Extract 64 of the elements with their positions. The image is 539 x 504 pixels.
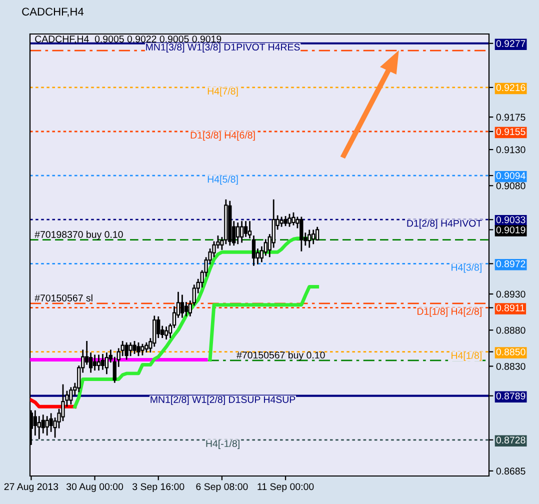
candlestick <box>288 214 292 227</box>
candlestick <box>128 342 132 356</box>
ref-line-label: H4[5/8] <box>208 176 238 185</box>
ref-line-label: H4[-1/8] <box>206 440 240 449</box>
x-tick-label: 3 Sep 16:00 <box>132 483 184 492</box>
y-tick-label: 0.8789 <box>496 392 526 400</box>
x-tick-label: 11 Sep 00:00 <box>258 483 314 492</box>
candlestick <box>236 222 240 244</box>
chart-title: CADCHF,H4 <box>22 8 84 17</box>
ref-line-label: H4[1/8] <box>452 352 482 361</box>
y-tick-label: 0.8911 <box>496 304 524 312</box>
candlestick <box>180 294 184 318</box>
x-tick-label: 27 Aug 2013 <box>4 483 58 492</box>
candlestick <box>315 226 320 241</box>
ref-line-label: #70150567 sl <box>34 294 92 302</box>
candlestick <box>252 236 256 266</box>
ref-line-label: D1[1/8] H4[2/8] <box>418 308 482 317</box>
y-tick-label: 0.8728 <box>496 436 526 444</box>
candlestick <box>312 230 316 244</box>
y-tick-label: 0.9019 <box>496 226 526 234</box>
x-tick-label: 6 Sep 08:00 <box>196 483 248 492</box>
candlestick <box>33 410 37 436</box>
candlestick <box>100 354 105 370</box>
ref-line-label: D1[2/8] H4PIVOT <box>407 220 482 229</box>
y-tick-label: 0.9033 <box>496 216 526 224</box>
candlestick <box>136 342 140 356</box>
y-tick-label: 0.8972 <box>496 260 526 268</box>
ref-line-label: MN1[2/8] W1[2/8] D1SUP H4SUP <box>150 396 296 405</box>
candlestick <box>104 352 109 374</box>
ref-line-label: H4[7/8] <box>208 87 238 97</box>
y-tick-label: 0.9175 <box>496 114 526 121</box>
candlestick <box>96 354 101 371</box>
ref-line-label: #70198370 buy 0.10 <box>34 230 123 240</box>
y-tick-label: 0.9155 <box>496 128 526 136</box>
ref-line-label: MN1[3/8] W1[3/8] D1PIVOT H4RES <box>146 43 300 52</box>
y-tick-label: 0.9080 <box>496 182 526 190</box>
candlestick <box>69 387 73 404</box>
y-tick-label: 0.8930 <box>496 290 526 298</box>
candlestick <box>184 302 188 316</box>
y-tick-label: 0.9277 <box>496 40 526 48</box>
annotation: CADCHF,H4 0.9005 0.9022 0.9005 0.9019 <box>35 36 222 44</box>
candlestick <box>292 212 296 226</box>
y-tick-label: 0.8830 <box>496 362 526 370</box>
y-tick-label: 0.8880 <box>496 326 526 334</box>
candlestick <box>92 354 97 371</box>
ref-line-label: H4[3/8] <box>452 264 482 273</box>
y-tick-label: 0.9094 <box>496 172 526 180</box>
candlestick <box>164 326 168 340</box>
ref-line-label: #70150567 buy 0.10 <box>236 351 325 360</box>
candlestick <box>300 216 304 252</box>
candlestick <box>248 221 252 238</box>
candlestick <box>240 221 244 243</box>
candlestick <box>45 416 49 436</box>
y-tick-label: 0.8685 <box>496 468 526 475</box>
candlestick <box>132 340 136 354</box>
y-tick-label: 0.9216 <box>496 84 526 92</box>
y-tick-label: 0.9130 <box>496 146 526 154</box>
x-tick-label: 30 Aug 00:00 <box>66 483 124 492</box>
candlestick <box>244 221 248 237</box>
y-tick-label: 0.8850 <box>496 348 526 356</box>
candlestick <box>308 230 312 248</box>
candlestick <box>140 344 144 356</box>
candlestick <box>124 342 128 360</box>
ref-line-label: D1[3/8] H4[6/8] <box>190 132 255 141</box>
